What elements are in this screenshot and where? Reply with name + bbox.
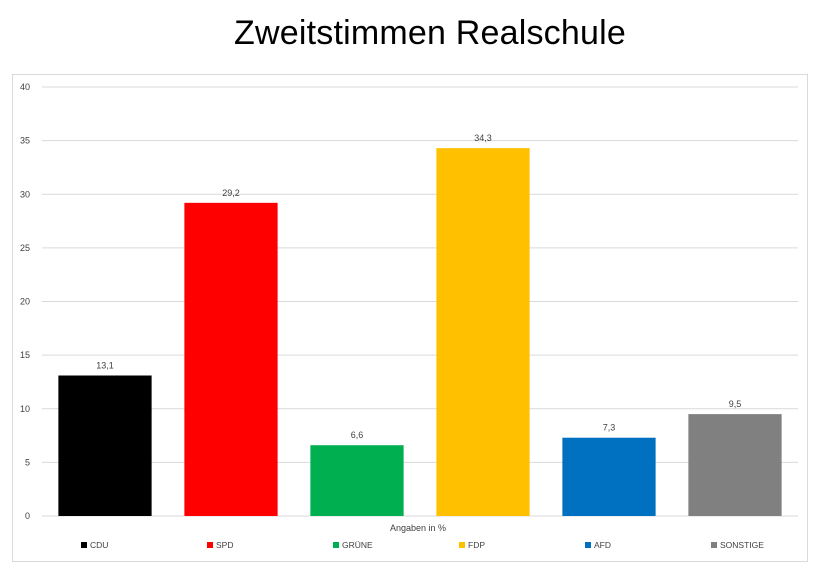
legend-label: CDU (90, 540, 108, 550)
legend-item: SONSTIGE (711, 540, 764, 550)
y-axis-ticks: 0 5 10 15 20 25 30 35 40 (20, 82, 30, 521)
y-tick-label: 25 (20, 243, 30, 253)
legend-item: CDU (81, 540, 108, 550)
data-label: 7,3 (603, 423, 616, 433)
legend-swatch (711, 542, 717, 548)
legend-item: GRÜNE (333, 540, 373, 550)
bar-spd (184, 202, 278, 516)
bar-fdp (436, 148, 530, 516)
legend-swatch (459, 542, 465, 548)
data-label: 34,3 (474, 133, 492, 143)
x-axis-label: Angaben in % (390, 523, 446, 533)
gridlines (42, 86, 798, 517)
legend-label: SPD (216, 540, 233, 550)
y-tick-label: 0 (25, 511, 30, 521)
legend-item: AFD (585, 540, 611, 550)
bar-afd (562, 437, 656, 516)
y-tick-label: 10 (20, 404, 30, 414)
y-tick-label: 35 (20, 136, 30, 146)
y-tick-label: 40 (20, 82, 30, 92)
legend-swatch (81, 542, 87, 548)
y-tick-label: 20 (20, 297, 30, 307)
chart-frame (12, 74, 808, 562)
legend-item: FDP (459, 540, 485, 550)
legend-label: GRÜNE (342, 540, 373, 550)
legend-label: SONSTIGE (720, 540, 764, 550)
legend-swatch (207, 542, 213, 548)
bar-cdu (58, 375, 152, 516)
legend-swatch (585, 542, 591, 548)
legend-item: SPD (207, 540, 233, 550)
data-labels: 13,1 29,2 6,6 34,3 7,3 9,5 (96, 133, 741, 440)
legend-label: FDP (468, 540, 485, 550)
y-tick-label: 5 (25, 457, 30, 467)
y-tick-label: 30 (20, 189, 30, 199)
bars (58, 148, 782, 516)
data-label: 13,1 (96, 361, 114, 371)
bar-sonstige (688, 414, 782, 516)
y-tick-label: 15 (20, 350, 30, 360)
legend: CDU SPD GRÜNE FDP AFD SONSTIGE (81, 540, 764, 550)
data-label: 6,6 (351, 430, 364, 440)
legend-label: AFD (594, 540, 611, 550)
data-label: 29,2 (222, 188, 240, 198)
data-label: 9,5 (729, 399, 742, 409)
chart-title: Zweitstimmen Realschule (234, 14, 626, 52)
legend-swatch (333, 542, 339, 548)
bar-grüne (310, 445, 404, 516)
